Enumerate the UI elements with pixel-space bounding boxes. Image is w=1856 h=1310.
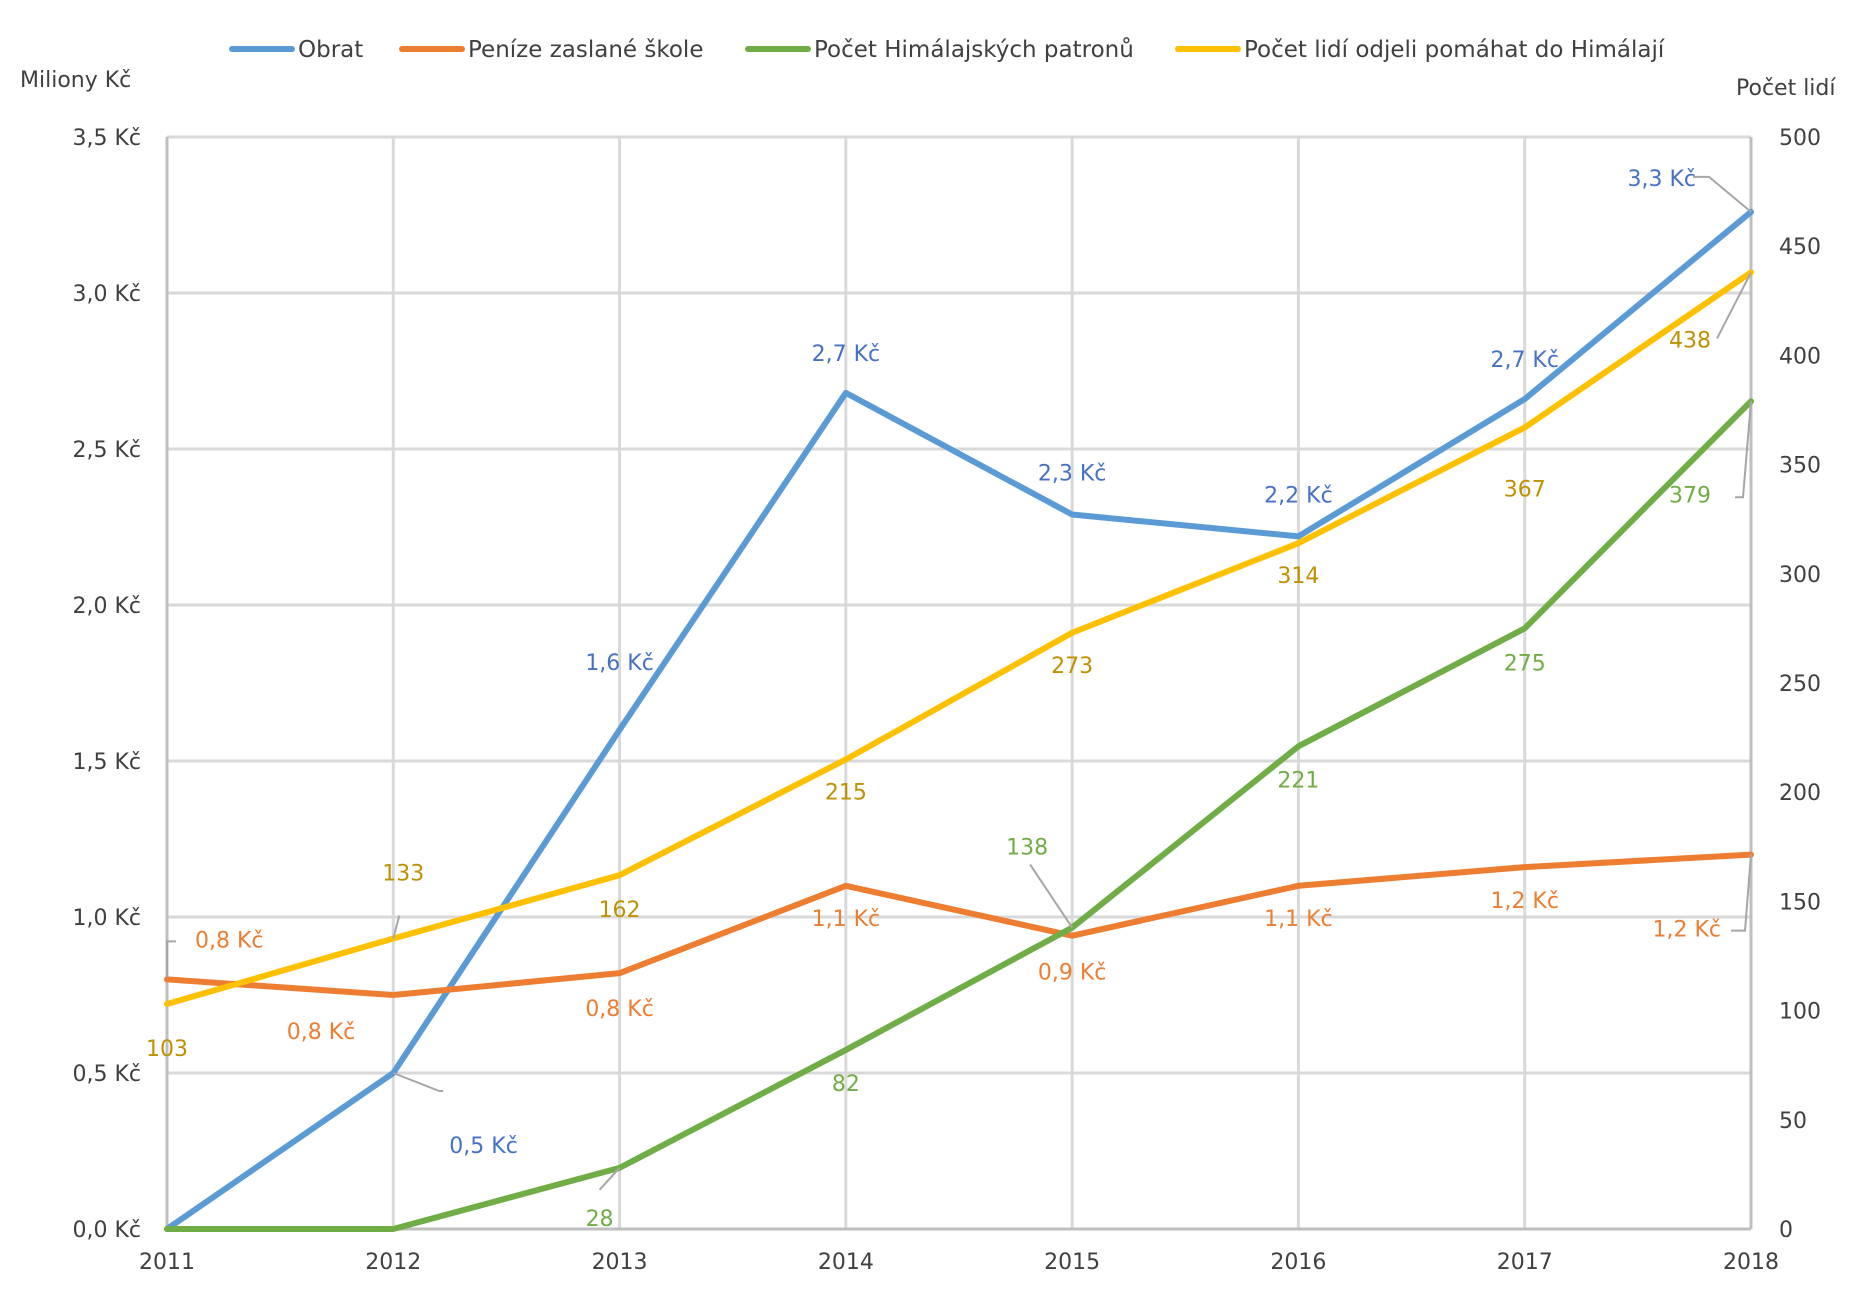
data-label: 162 [599, 898, 641, 923]
data-label: 1,2 Kč [1652, 918, 1721, 943]
x-tick: 2016 [1270, 1250, 1326, 1275]
y-tick-right: 350 [1779, 454, 1821, 479]
data-label: 0,8 Kč [585, 997, 654, 1022]
leader-line [1716, 271, 1752, 339]
data-label: 0,5 Kč [449, 1134, 518, 1159]
data-label: 0,8 Kč [195, 928, 264, 953]
leader-line [392, 915, 401, 939]
y-tick-right: 200 [1779, 781, 1821, 806]
data-label: 379 [1669, 483, 1711, 508]
legend-item: Obrat [229, 37, 363, 63]
label-leader-lines [166, 175, 1752, 1191]
legend-item: Peníze zaslané škole [399, 37, 703, 63]
legend-item: Počet Himálajských patronů [745, 36, 1134, 63]
y-tick-left: 2,0 Kč [72, 594, 141, 619]
data-label: 2,2 Kč [1264, 483, 1333, 508]
legend-label: Peníze zaslané škole [468, 37, 703, 63]
data-label: 2,7 Kč [812, 342, 881, 367]
y-tick-right: 400 [1779, 344, 1821, 369]
y-tick-right: 150 [1779, 890, 1821, 915]
leader-line [392, 1072, 444, 1092]
data-label: 0,8 Kč [287, 1020, 356, 1045]
y-tick-left: 2,5 Kč [72, 438, 141, 463]
data-labels: 0,5 Kč 1,6 Kč 2,7 Kč 2,3 Kč 2,2 Kč 2,7 Kč 3,3 … [146, 167, 1721, 1232]
series-line-0 [164, 208, 1754, 1232]
data-label: 215 [825, 780, 867, 805]
series-line-3 [164, 269, 1754, 1008]
series-line-1 [164, 851, 1754, 998]
y-tick-right: 500 [1779, 126, 1821, 151]
y-axis-left-title: Miliony Kč [20, 68, 131, 93]
data-label: 28 [586, 1207, 614, 1232]
x-tick: 2018 [1723, 1250, 1779, 1275]
x-tick: 2017 [1497, 1250, 1553, 1275]
data-label: 221 [1277, 768, 1319, 793]
leader-line [1731, 854, 1752, 932]
legend-label: Obrat [298, 37, 363, 63]
y-tick-left: 3,5 Kč [72, 126, 141, 151]
grid-lines [167, 135, 1751, 1231]
x-tick: 2013 [592, 1250, 648, 1275]
y-tick-left: 0,5 Kč [72, 1062, 141, 1087]
data-label: 133 [382, 862, 424, 887]
legend-label: Počet Himálajských patronů [814, 36, 1134, 63]
y-tick-right: 300 [1779, 563, 1821, 588]
data-label: 103 [146, 1037, 188, 1062]
legend-item: Počet lidí odjeli pomáhat do Himálají [1175, 37, 1665, 63]
y-tick-right: 100 [1779, 1000, 1821, 1025]
data-label: 1,2 Kč [1490, 889, 1559, 914]
data-label: 1,6 Kč [585, 651, 654, 676]
data-label: 138 [1006, 836, 1048, 861]
x-tick: 2011 [139, 1250, 195, 1275]
x-tick: 2012 [365, 1250, 421, 1275]
y-tick-left: 1,5 Kč [72, 750, 141, 775]
y-tick-right: 50 [1779, 1109, 1807, 1134]
data-label: 273 [1051, 654, 1093, 679]
data-label: 0,9 Kč [1038, 961, 1107, 986]
data-label: 314 [1277, 564, 1319, 589]
data-label: 82 [832, 1072, 860, 1097]
series-lines [164, 208, 1754, 1232]
x-tick: 2014 [818, 1250, 874, 1275]
x-tick: 2015 [1044, 1250, 1100, 1275]
data-label: 367 [1504, 477, 1546, 502]
leader-line [166, 940, 176, 978]
leader-line [1693, 175, 1752, 213]
axes: 0,0 Kč 0,5 Kč 1,0 Kč 1,5 Kč 2,0 Kč 2,5 Kč 3,0 … [72, 126, 1821, 1275]
leader-line [1029, 864, 1073, 929]
series-line-2 [164, 398, 1754, 1232]
data-label: 3,3 Kč [1627, 167, 1696, 192]
y-tick-right: 250 [1779, 672, 1821, 697]
legend-label: Počet lidí odjeli pomáhat do Himálají [1244, 37, 1665, 63]
leader-line [1735, 401, 1752, 499]
data-label: 275 [1504, 651, 1546, 676]
data-label: 1,1 Kč [1264, 907, 1333, 932]
y-tick-left: 3,0 Kč [72, 282, 141, 307]
data-label: 438 [1669, 328, 1711, 353]
leader-line [598, 1167, 621, 1191]
y-tick-right: 450 [1779, 235, 1821, 260]
y-tick-right: 0 [1779, 1218, 1793, 1243]
y-axis-right-title: Počet lidí [1736, 76, 1836, 101]
data-label: 2,3 Kč [1038, 462, 1107, 487]
data-label: 2,7 Kč [1490, 348, 1559, 373]
data-label: 1,1 Kč [812, 907, 881, 932]
legend: Obrat Peníze zaslané škole Počet Himálajsk… [229, 36, 1665, 63]
y-tick-left: 1,0 Kč [72, 906, 141, 931]
y-tick-left: 0,0 Kč [72, 1218, 141, 1243]
